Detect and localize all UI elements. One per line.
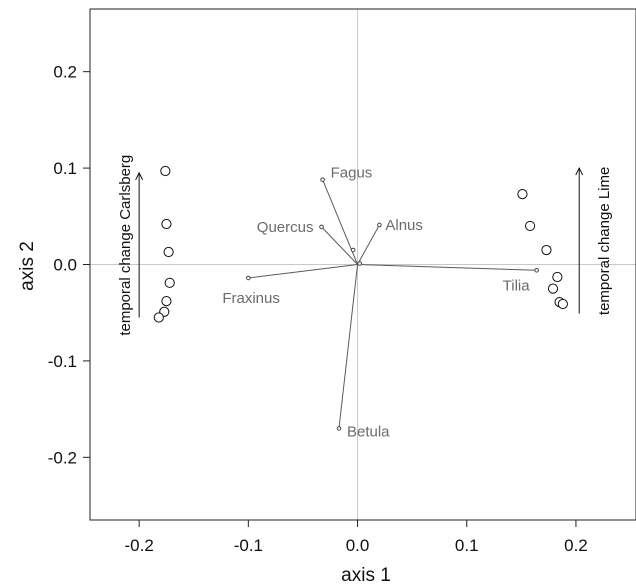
y-tick-label: 0.0 [53, 256, 77, 275]
arrowhead [575, 166, 584, 176]
vector-tip [377, 222, 382, 228]
site-point [163, 246, 174, 258]
site-point [153, 312, 164, 323]
y-tick-label: 0.1 [53, 159, 77, 178]
x-tick-label: 0.0 [346, 536, 370, 555]
origin-marker [350, 247, 356, 253]
species-vector [357, 264, 537, 271]
species-vector [357, 224, 380, 265]
temporal-change-label: temporal change Carlsberg [117, 155, 134, 336]
species-label: Quercus [257, 219, 314, 236]
site-point [517, 189, 528, 200]
site-point [547, 283, 559, 294]
site-point [552, 271, 563, 283]
x-tick-label: 0.1 [455, 536, 479, 555]
x-tick-label: 0.2 [564, 536, 588, 555]
species-label: Fraxinus [222, 290, 280, 307]
species-label: Betula [347, 423, 390, 440]
vector-tip [320, 177, 325, 182]
species-label: Tilia [503, 277, 531, 294]
y-axis-title: axis 2 [17, 241, 38, 291]
y-tick-label: -0.1 [48, 352, 77, 371]
axis-ticks: -0.2 -0.1 0.0 0.1 0.2 -0.2 -0.1 0.0 0.1 0.2 [48, 63, 588, 555]
species-vector [321, 226, 358, 265]
vector-tip [336, 426, 342, 431]
y-tick-label: 0.2 [53, 63, 77, 82]
vector-tip [319, 224, 324, 230]
x-tick-label: -0.2 [124, 536, 153, 555]
site-points [153, 165, 568, 323]
species-vector [248, 264, 358, 279]
vector-tip [246, 275, 251, 281]
temporal-change-annotations: temporal change Carlsberg temporal change… [117, 155, 613, 336]
site-point [557, 298, 568, 310]
temporal-change-label: temporal change Lime [596, 167, 613, 315]
site-point [161, 296, 172, 307]
species-label: Fagus [331, 165, 373, 182]
origin-marker [357, 261, 363, 266]
site-point [524, 220, 536, 232]
site-point [161, 218, 172, 230]
site-point [160, 165, 171, 177]
x-tick-label: -0.1 [234, 536, 263, 555]
x-axis-title: axis 1 [341, 565, 391, 586]
site-point [164, 277, 175, 288]
species-label: Alnus [385, 217, 423, 234]
arrowhead [135, 171, 144, 181]
species-vectors: Fagus Alnus Quercus Fraxinus Tilia Betula [222, 165, 539, 440]
species-vector [338, 264, 359, 429]
site-point [541, 244, 552, 256]
vector-tip [534, 267, 539, 273]
y-tick-label: -0.2 [48, 448, 77, 467]
